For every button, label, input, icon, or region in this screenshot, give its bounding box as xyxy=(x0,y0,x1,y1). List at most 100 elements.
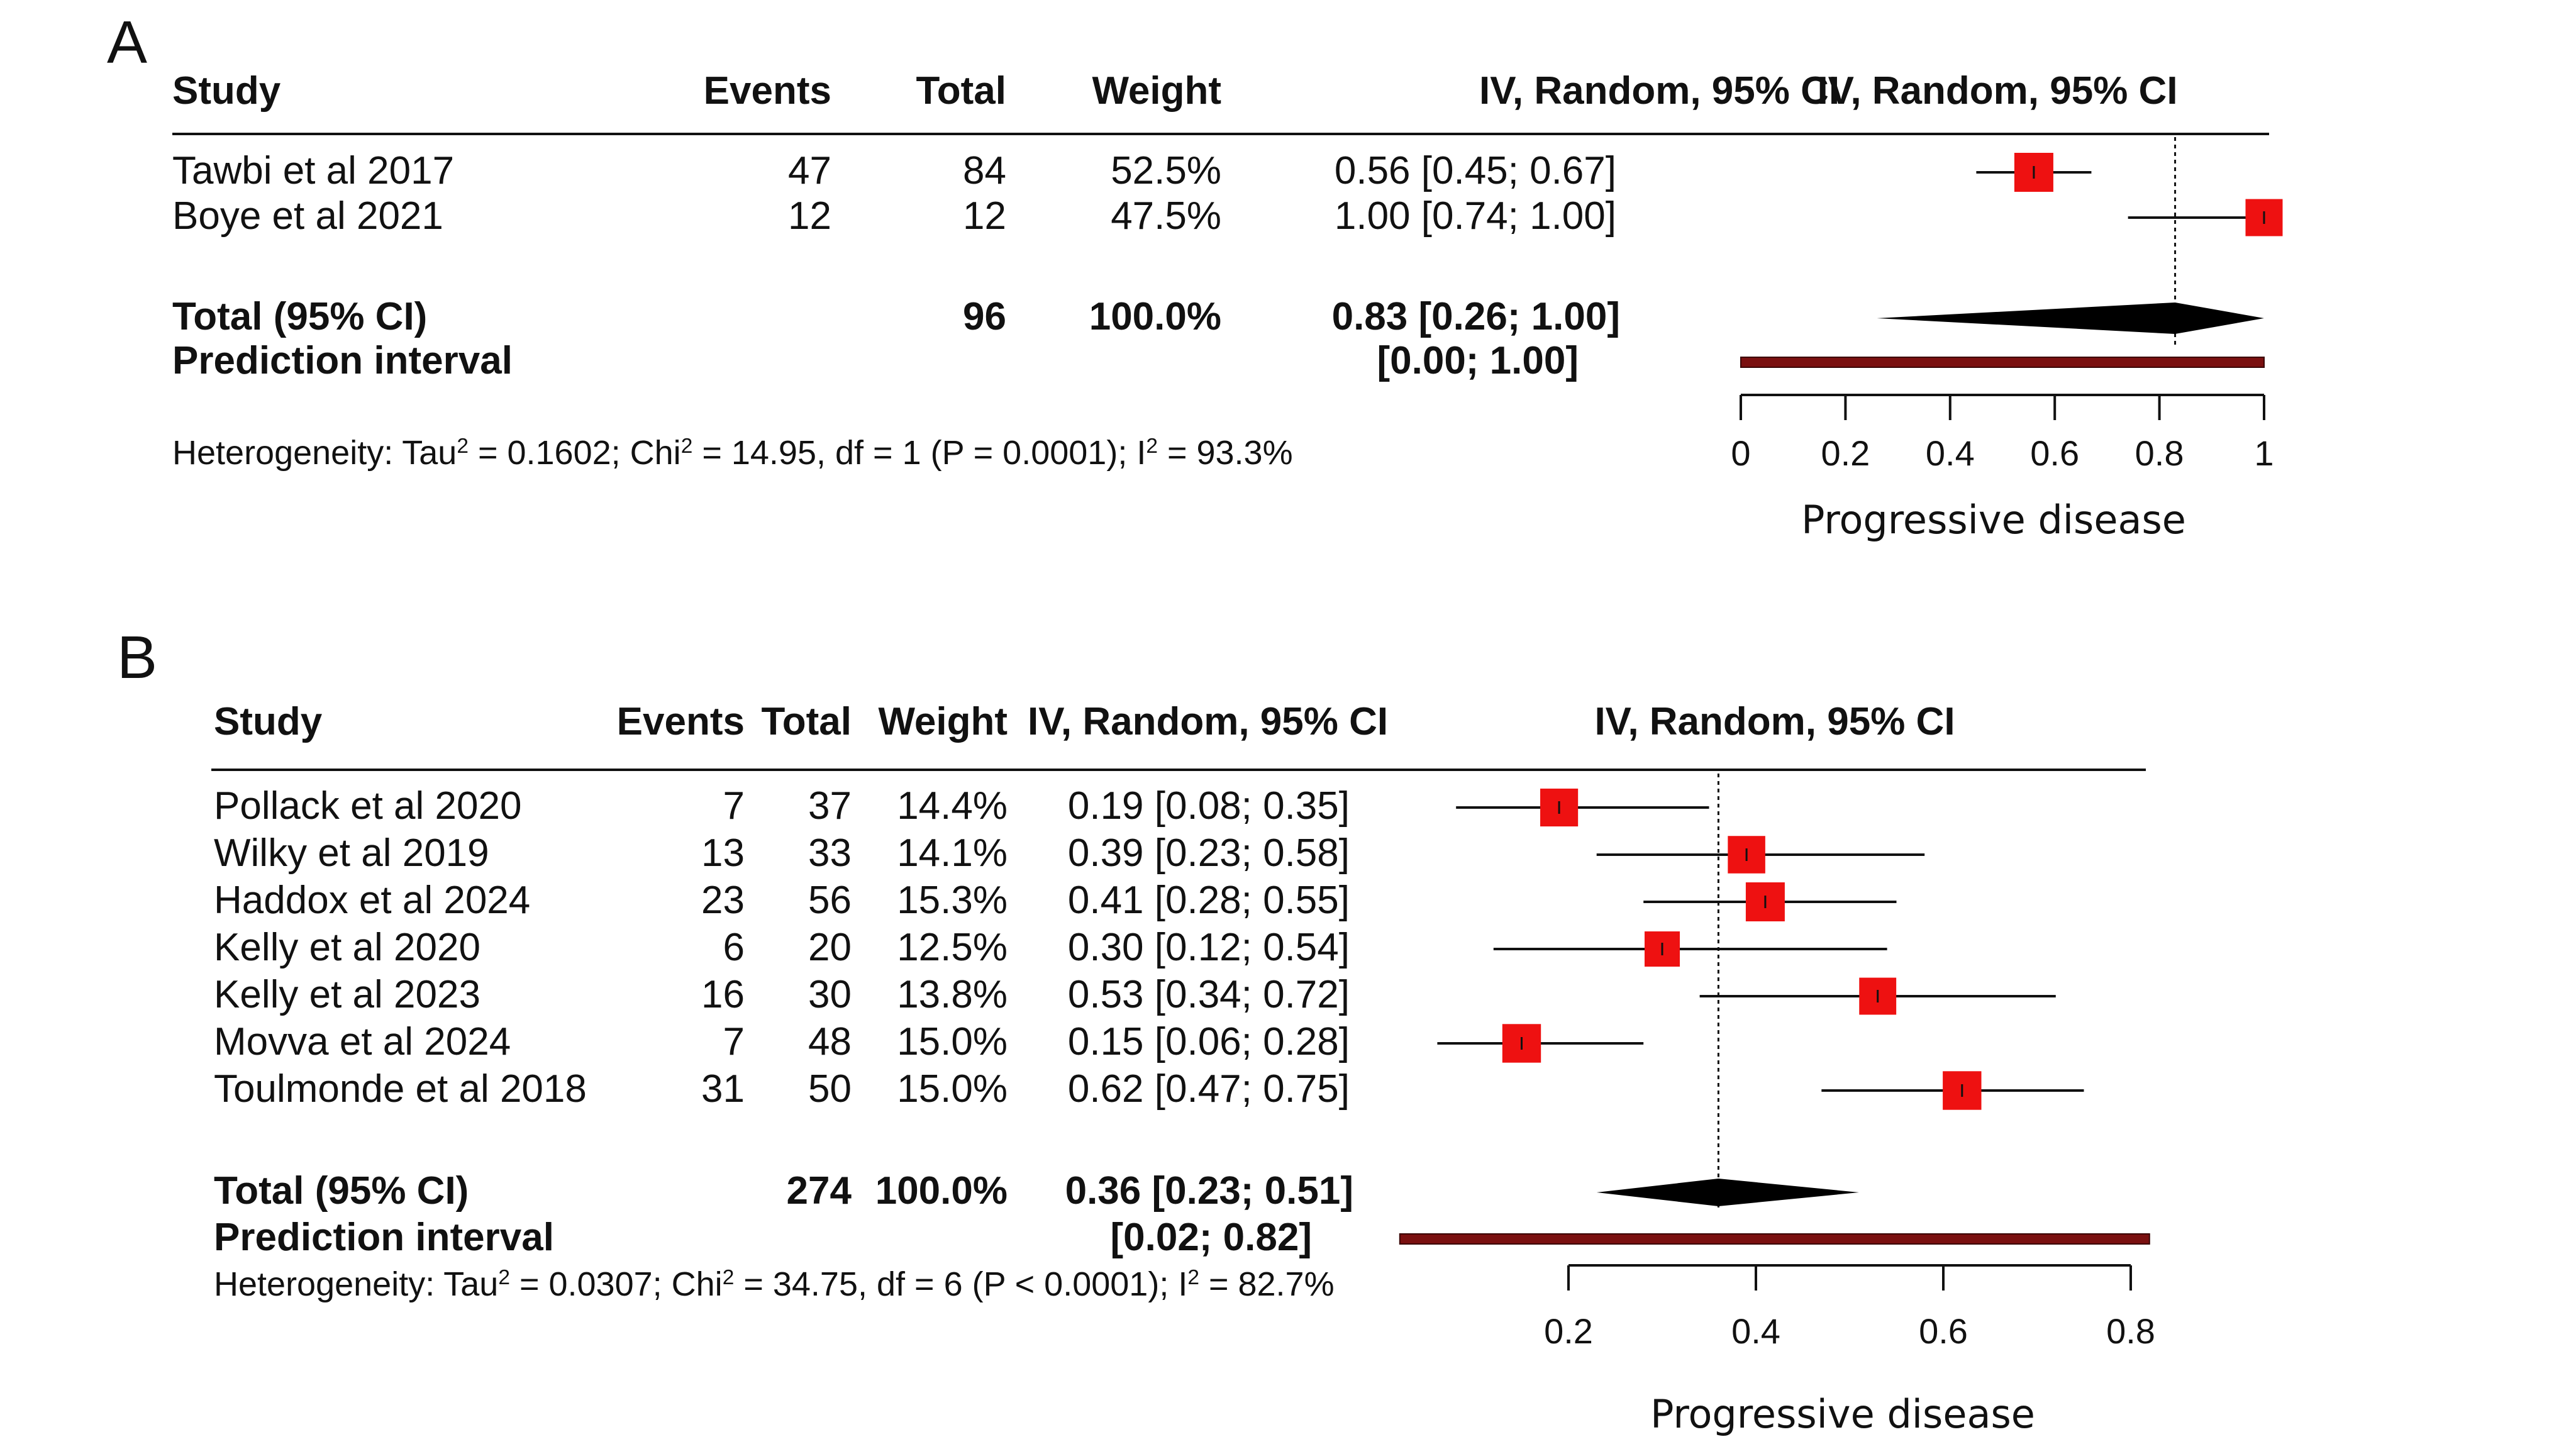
table-header: Study Events Total Weight IV, Random, 95% CI… xyxy=(172,69,2178,113)
header-ci: IV, Random, 95% CI xyxy=(1028,700,1388,743)
total-row: Total (95% CI) 274 100.0% 0.36 [0.23; 0.51] xyxy=(214,1169,1859,1213)
tick-label: 0.2 xyxy=(1821,433,1870,473)
prediction-bar xyxy=(1399,1233,2150,1245)
study-ci: 0.41 [0.28; 0.55] xyxy=(1068,879,1350,922)
het-sup: 2 xyxy=(498,1266,510,1289)
study-name: Tawbi et al 2017 xyxy=(172,149,454,192)
study-name: Toulmonde et al 2018 xyxy=(214,1067,587,1111)
study-name: Kelly et al 2023 xyxy=(214,973,480,1016)
study-total: 50 xyxy=(808,1067,852,1111)
prediction-ci: [0.00; 1.00] xyxy=(1377,339,1579,382)
x-axis: 0.2 0.4 0.6 0.8 Progressive disease xyxy=(1544,1264,2155,1437)
header-plot: IV, Random, 95% CI xyxy=(1594,700,1955,743)
x-axis-label: Progressive disease xyxy=(1650,1391,2035,1437)
tick-label: 0.4 xyxy=(1926,433,1975,473)
study-events: 7 xyxy=(723,1020,745,1063)
tick-label: 0.2 xyxy=(1544,1311,1593,1351)
table-row: Tawbi et al 2017 47 84 52.5% 0.56 [0.45; 0.6… xyxy=(172,149,2092,192)
header-ci: IV, Random, 95% CI xyxy=(1479,69,1840,113)
table-row: Pollack et al 2020 7 37 14.4% 0.19 [0.08; 0.… xyxy=(214,784,1709,828)
study-ci: 0.53 [0.34; 0.72] xyxy=(1068,973,1350,1016)
het-part: = 93.3% xyxy=(1158,434,1293,472)
prediction-row: Prediction interval [0.02; 0.82] xyxy=(214,1216,2150,1259)
tick-label: 0 xyxy=(1731,433,1750,473)
prediction-ci: [0.02; 0.82] xyxy=(1110,1216,1312,1259)
table-row: Movva et al 2024 7 48 15.0% 0.15 [0.06; 0.28… xyxy=(214,1020,1644,1063)
study-ci: 0.15 [0.06; 0.28] xyxy=(1068,1020,1350,1063)
header-plot: IV, Random, 95% CI xyxy=(1817,69,2177,113)
study-total: 48 xyxy=(808,1020,852,1063)
study-weight: 52.5% xyxy=(1111,149,1221,192)
header-total: Total xyxy=(762,700,852,743)
study-weight: 15.3% xyxy=(897,879,1008,922)
study-total: 30 xyxy=(808,973,852,1016)
x-axis-label: Progressive disease xyxy=(1801,497,2186,543)
study-events: 16 xyxy=(701,973,745,1016)
study-events: 6 xyxy=(723,926,745,969)
total-row: Total (95% CI) 96 100.0% 0.83 [0.26; 1.00] xyxy=(172,295,2264,338)
study-ci: 0.19 [0.08; 0.35] xyxy=(1068,784,1350,828)
tick-label: 1 xyxy=(2254,433,2273,473)
heterogeneity-text: Heterogeneity: Tau2 = 0.0307; Chi2 = 34.… xyxy=(214,1265,1335,1303)
x-axis: 0 0.2 0.4 0.6 0.8 1 Progressive disease xyxy=(1731,394,2274,543)
table-row: Kelly et al 2023 16 30 13.8% 0.53 [0.34; 0.7… xyxy=(214,973,2056,1016)
study-events: 31 xyxy=(701,1067,745,1111)
study-ci: 0.62 [0.47; 0.75] xyxy=(1068,1067,1350,1111)
study-name: Kelly et al 2020 xyxy=(214,926,480,969)
panel-letter: B xyxy=(117,624,157,691)
het-sup: 2 xyxy=(681,435,693,458)
study-weight: 14.4% xyxy=(897,784,1008,828)
table-row: Toulmonde et al 2018 31 50 15.0% 0.62 [0.47;… xyxy=(214,1067,2084,1111)
het-part: = 0.1602; Chi xyxy=(469,434,681,472)
panel-letter: A xyxy=(107,9,147,76)
total-n: 274 xyxy=(787,1169,852,1213)
het-part: = 14.95, df = 1 (P = 0.0001); I xyxy=(692,434,1146,472)
study-ci: 0.56 [0.45; 0.67] xyxy=(1335,149,1616,192)
study-ci: 0.30 [0.12; 0.54] xyxy=(1068,926,1350,969)
tick-label: 0.6 xyxy=(2030,433,2079,473)
study-weight: 15.0% xyxy=(897,1020,1008,1063)
study-total: 33 xyxy=(808,831,852,875)
study-ci: 1.00 [0.74; 1.00] xyxy=(1335,194,1616,238)
prediction-label: Prediction interval xyxy=(214,1216,554,1259)
study-total: 20 xyxy=(808,926,852,969)
tick-label: 0.4 xyxy=(1731,1311,1780,1351)
table-header: Study Events Total Weight IV, Random, 95% CI… xyxy=(214,700,1955,743)
total-label: Total (95% CI) xyxy=(172,295,427,338)
study-name: Boye et al 2021 xyxy=(172,194,443,238)
study-total: 84 xyxy=(963,149,1006,192)
het-part: Heterogeneity: Tau xyxy=(172,434,457,472)
het-part: Heterogeneity: Tau xyxy=(214,1265,498,1303)
header-weight: Weight xyxy=(1092,69,1222,113)
study-total: 37 xyxy=(808,784,852,828)
total-n: 96 xyxy=(963,295,1006,338)
tick-label: 0.6 xyxy=(1919,1311,1968,1351)
tick-label: 0.8 xyxy=(2106,1311,2155,1351)
het-sup: 2 xyxy=(1146,435,1158,458)
total-weight: 100.0% xyxy=(875,1169,1008,1213)
het-sup: 2 xyxy=(723,1266,735,1289)
panel-b: B Study Events Total Weight IV, Random, 95% C… xyxy=(117,624,2155,1437)
header-total: Total xyxy=(916,69,1007,113)
study-weight: 15.0% xyxy=(897,1067,1008,1111)
het-sup: 2 xyxy=(457,435,469,458)
study-name: Wilky et al 2019 xyxy=(214,831,489,875)
header-events: Events xyxy=(617,700,745,743)
study-events: 47 xyxy=(788,149,831,192)
study-name: Movva et al 2024 xyxy=(214,1020,511,1063)
header-events: Events xyxy=(704,69,831,113)
total-ci: 0.36 [0.23; 0.51] xyxy=(1065,1169,1353,1213)
table-row: Wilky et al 2019 13 33 14.1% 0.39 [0.23; 0.5… xyxy=(214,831,1925,875)
study-weight: 14.1% xyxy=(897,831,1008,875)
pooled-diamond xyxy=(1596,1179,1859,1206)
study-events: 12 xyxy=(788,194,831,238)
study-name: Haddox et al 2024 xyxy=(214,879,530,922)
study-total: 12 xyxy=(963,194,1006,238)
het-part: = 82.7% xyxy=(1199,1265,1335,1303)
prediction-label: Prediction interval xyxy=(172,339,513,382)
study-weight: 13.8% xyxy=(897,973,1008,1016)
study-events: 23 xyxy=(701,879,745,922)
study-ci: 0.39 [0.23; 0.58] xyxy=(1068,831,1350,875)
het-sup: 2 xyxy=(1187,1266,1199,1289)
study-events: 13 xyxy=(701,831,745,875)
